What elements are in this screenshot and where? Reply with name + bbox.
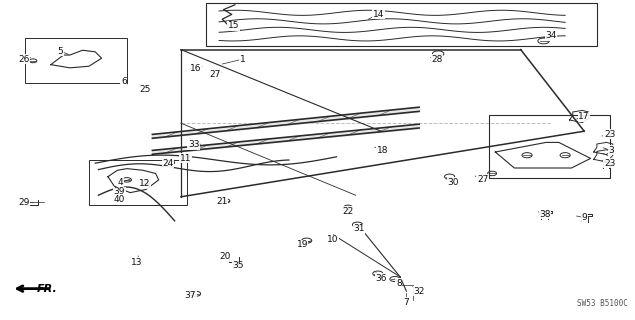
Text: 13: 13	[131, 258, 142, 267]
Text: 30: 30	[448, 178, 459, 187]
Text: 7: 7	[403, 298, 410, 307]
Text: 32: 32	[413, 287, 425, 296]
Text: 27: 27	[477, 175, 488, 184]
Text: 35: 35	[232, 261, 244, 270]
Text: 18: 18	[377, 146, 388, 155]
Text: 4: 4	[118, 178, 123, 187]
Text: 37: 37	[185, 291, 196, 300]
Text: 16: 16	[190, 64, 201, 73]
Text: 24: 24	[163, 159, 174, 168]
Text: 15: 15	[228, 21, 239, 30]
Text: 22: 22	[342, 207, 354, 216]
Text: 12: 12	[139, 180, 150, 188]
Text: 9: 9	[581, 213, 587, 222]
Text: 34: 34	[545, 31, 557, 40]
Text: FR.: FR.	[37, 284, 58, 294]
Text: SW53 B5100C: SW53 B5100C	[577, 299, 627, 308]
Text: 20: 20	[220, 252, 231, 261]
Bar	[489, 115, 610, 178]
Text: 36: 36	[375, 274, 387, 283]
Text: 19: 19	[297, 240, 308, 249]
Text: 3: 3	[608, 146, 614, 155]
Text: 31: 31	[353, 224, 364, 233]
Text: 2: 2	[608, 152, 613, 161]
Text: 27: 27	[209, 70, 220, 79]
Text: 8: 8	[396, 279, 402, 288]
Bar	[89, 160, 187, 205]
Text: 29: 29	[18, 198, 30, 207]
Text: 6: 6	[121, 77, 127, 86]
Text: 1: 1	[239, 55, 246, 64]
Text: 23: 23	[604, 159, 615, 168]
Bar	[206, 3, 597, 46]
Text: 14: 14	[373, 10, 384, 19]
Text: 17: 17	[578, 112, 590, 121]
Bar	[25, 38, 127, 83]
Text: 40: 40	[114, 195, 125, 204]
Text: 25: 25	[139, 85, 150, 94]
Text: 28: 28	[431, 55, 443, 64]
Text: 21: 21	[217, 197, 228, 206]
Text: 39: 39	[114, 188, 125, 196]
Text: 11: 11	[180, 154, 191, 163]
Text: 23: 23	[604, 130, 615, 139]
Text: 26: 26	[18, 55, 30, 64]
Text: 38: 38	[539, 210, 551, 219]
Text: 33: 33	[188, 140, 199, 149]
Text: 10: 10	[327, 236, 338, 244]
Text: 5: 5	[57, 47, 64, 56]
